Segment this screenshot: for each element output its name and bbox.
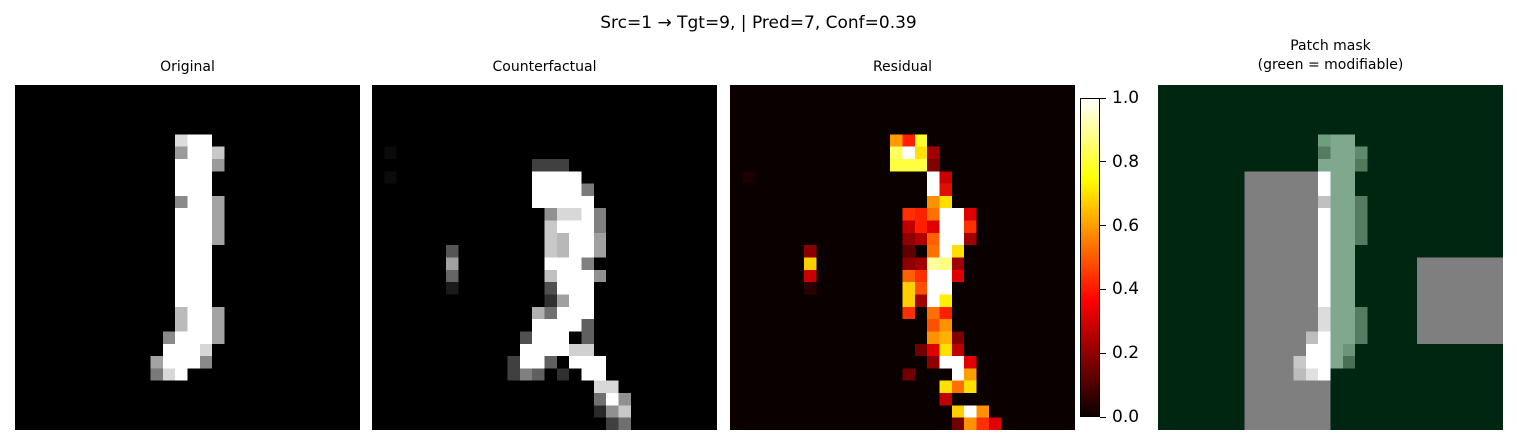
colorbar-tick-label: 0.8 xyxy=(1112,151,1140,172)
colorbar-tick-mark xyxy=(1100,288,1106,290)
panel-title-original: Original xyxy=(160,59,215,75)
colorbar-gradient xyxy=(1080,98,1100,417)
colorbar-tick-label: 0.6 xyxy=(1112,215,1140,236)
colorbar xyxy=(1080,98,1100,417)
colorbar-tick-mark xyxy=(1100,225,1106,227)
colorbar-tick-label: 0.0 xyxy=(1112,407,1140,427)
mask-patch-right xyxy=(1416,257,1503,344)
residual-heatmap xyxy=(730,85,1075,430)
colorbar-tick-mark xyxy=(1100,416,1106,418)
colorbar-tick-mark xyxy=(1100,97,1106,99)
colorbar-tick-label: 0.4 xyxy=(1112,279,1140,300)
panel-title-mask: Patch mask (green = modifiable) xyxy=(1158,37,1503,75)
mask-patch-left xyxy=(1244,171,1331,430)
counterfactual-image xyxy=(372,85,717,430)
colorbar-tick-label: 0.2 xyxy=(1112,343,1140,364)
colorbar-tick-label: 1.0 xyxy=(1112,88,1140,108)
panel-title-mask-line2: (green = modifiable) xyxy=(1257,57,1404,73)
patch-mask-image xyxy=(1158,85,1503,430)
panel-title-mask-line1: Patch mask xyxy=(1290,38,1371,54)
original-image xyxy=(15,85,360,430)
figure-title: Src=1 → Tgt=9, | Pred=7, Conf=0.39 xyxy=(600,13,917,33)
panel-title-residual: Residual xyxy=(872,59,933,75)
mask-digit-overlay xyxy=(1293,134,1368,381)
colorbar-tick-mark xyxy=(1100,352,1106,354)
panel-title-counterfactual: Counterfactual xyxy=(492,59,597,75)
colorbar-tick-mark xyxy=(1100,161,1106,163)
